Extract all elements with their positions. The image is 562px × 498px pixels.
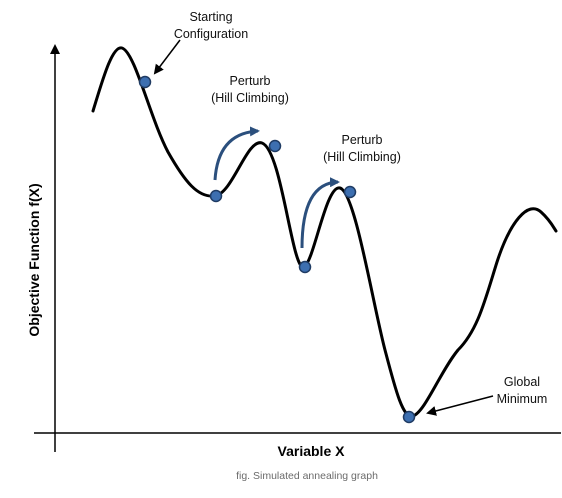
starting-configuration-label-line1: Starting — [189, 10, 232, 24]
local-min-point-1 — [209, 189, 223, 203]
global-min-pointer-arrow — [426, 395, 494, 416]
start-pointer-arrow — [153, 39, 181, 75]
perturb-label-2-line2: (Hill Climbing) — [323, 150, 401, 164]
figure-caption: fig. Simulated annealing graph — [236, 470, 378, 482]
x-axis-label: Variable X — [278, 443, 346, 459]
perturbed-point-2 — [343, 185, 357, 199]
objective-curve — [91, 46, 558, 418]
global-minimum-label-line1: Global — [504, 375, 540, 389]
perturb-arrow-2 — [300, 177, 340, 249]
local-min-point-2 — [298, 260, 312, 274]
starting-configuration-point — [138, 75, 152, 89]
perturbed-point-1 — [268, 139, 282, 153]
starting-configuration-label-line2: Configuration — [174, 27, 248, 41]
perturb-label-2-line1: Perturb — [342, 133, 383, 147]
global-minimum-point — [402, 410, 416, 424]
perturb-label-1-line1: Perturb — [230, 74, 271, 88]
global-minimum-label-line2: Minimum — [497, 392, 548, 406]
perturb-label-1-line2: (Hill Climbing) — [211, 91, 289, 105]
y-axis-label: Objective Function f(X) — [26, 183, 42, 336]
perturb-arrow-1 — [213, 126, 260, 181]
